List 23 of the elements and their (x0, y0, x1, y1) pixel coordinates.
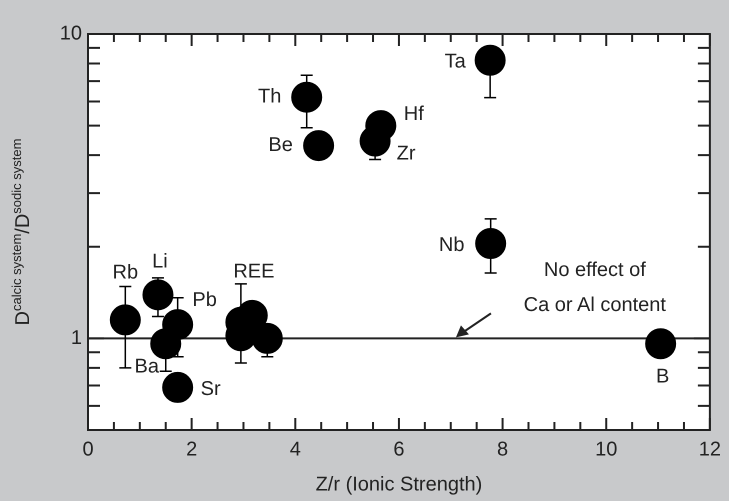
x-tick-label: 2 (186, 438, 198, 461)
annotation: Nb (438, 234, 464, 256)
x-tick-label: 10 (595, 438, 618, 461)
annotation: Ba (134, 355, 160, 378)
x-tick-label: 6 (393, 438, 404, 461)
annotation: Ta (444, 50, 467, 73)
ref-line-label: No effect of Ca or Al content (524, 258, 666, 316)
x-tick-label: 4 (290, 438, 301, 461)
x-axis-title: Z/r (Ionic Strength) (316, 474, 482, 496)
x-tick-label: 0 (82, 438, 94, 461)
y-tick-label: 1 (70, 326, 82, 349)
x-tick-label: 8 (497, 438, 508, 461)
annotation: Li (152, 250, 168, 272)
annotation: Sr (200, 378, 221, 400)
annotation: Rb (112, 261, 138, 284)
annotation: Hf (404, 103, 424, 126)
annotation: B (656, 365, 670, 388)
annotation: Th (258, 86, 282, 108)
annotation: Pb (192, 289, 217, 312)
x-tick-label: 12 (698, 438, 721, 461)
annotation: REE (233, 260, 274, 283)
annotation: Be (268, 134, 293, 156)
annotation: Zr (396, 142, 416, 165)
